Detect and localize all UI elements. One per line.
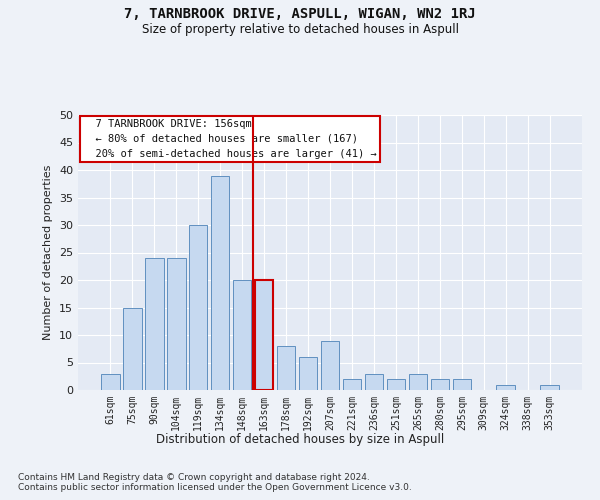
Bar	[277, 346, 295, 390]
Bar	[101, 374, 119, 390]
Y-axis label: Number of detached properties: Number of detached properties	[43, 165, 53, 340]
Bar	[452, 379, 471, 390]
Text: Contains public sector information licensed under the Open Government Licence v3: Contains public sector information licen…	[18, 484, 412, 492]
Bar	[365, 374, 383, 390]
Bar	[343, 379, 361, 390]
Bar	[320, 340, 340, 390]
Bar	[299, 357, 317, 390]
Bar	[167, 258, 185, 390]
Text: 7, TARNBROOK DRIVE, ASPULL, WIGAN, WN2 1RJ: 7, TARNBROOK DRIVE, ASPULL, WIGAN, WN2 1…	[124, 8, 476, 22]
Text: Distribution of detached houses by size in Aspull: Distribution of detached houses by size …	[156, 432, 444, 446]
Bar	[255, 280, 274, 390]
Text: Size of property relative to detached houses in Aspull: Size of property relative to detached ho…	[142, 22, 458, 36]
Bar	[211, 176, 229, 390]
Bar	[189, 225, 208, 390]
Bar	[386, 379, 405, 390]
Bar	[123, 308, 142, 390]
Bar	[409, 374, 427, 390]
Text: Contains HM Land Registry data © Crown copyright and database right 2024.: Contains HM Land Registry data © Crown c…	[18, 472, 370, 482]
Text: 7 TARNBROOK DRIVE: 156sqm
  ← 80% of detached houses are smaller (167)
  20% of : 7 TARNBROOK DRIVE: 156sqm ← 80% of detac…	[83, 119, 377, 158]
Bar	[496, 384, 515, 390]
Bar	[233, 280, 251, 390]
Bar	[431, 379, 449, 390]
Bar	[145, 258, 164, 390]
Bar	[541, 384, 559, 390]
